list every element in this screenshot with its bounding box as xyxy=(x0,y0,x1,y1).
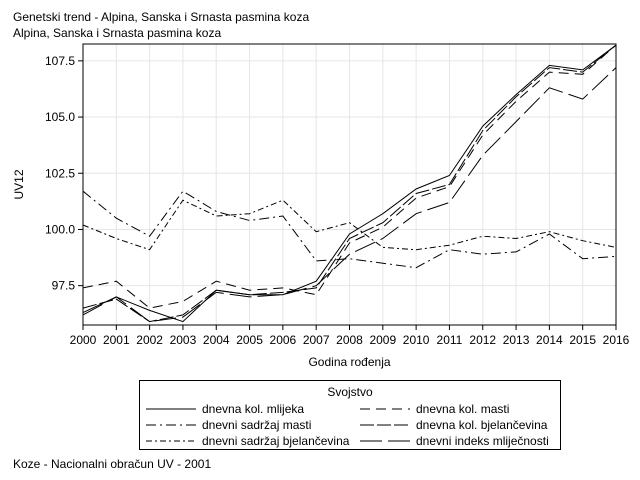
x-tick-label: 2001 xyxy=(103,333,130,347)
legend-label: dnevna kol. masti xyxy=(416,402,510,416)
legend-swatch xyxy=(360,408,410,410)
x-axis-label: Godina rođenja xyxy=(308,355,390,369)
series-line xyxy=(82,44,617,323)
x-tick-label: 2005 xyxy=(236,333,263,347)
series-line xyxy=(82,44,617,323)
legend-label: dnevna kol. bjelančevina xyxy=(416,418,548,432)
x-tick-label: 2009 xyxy=(369,333,396,347)
y-tick-label: 102.5 xyxy=(45,166,75,180)
y-axis-label: UV12 xyxy=(12,169,26,199)
x-tick-label: 2010 xyxy=(403,333,430,347)
legend-swatch xyxy=(360,424,410,426)
y-tick-label: 107.5 xyxy=(45,54,75,68)
legend: Svojstvo dnevna kol. mlijeka dnevna kol. … xyxy=(139,380,561,450)
x-tick-label: 2008 xyxy=(336,333,363,347)
legend-swatch xyxy=(146,408,196,410)
x-tick-label: 2016 xyxy=(603,333,630,347)
x-tick-label: 2002 xyxy=(136,333,163,347)
series-line xyxy=(82,44,617,309)
x-tick-label: 2015 xyxy=(569,333,596,347)
legend-swatch xyxy=(146,440,196,442)
y-tick-label: 105.0 xyxy=(45,110,75,124)
series-line xyxy=(82,199,617,251)
x-tick-label: 2004 xyxy=(203,333,230,347)
legend-label: dnevna kol. mlijeka xyxy=(202,402,305,416)
x-tick-label: 2011 xyxy=(437,333,463,347)
footnote: Koze - Nacionalni obračun UV - 2001 xyxy=(13,457,212,471)
chart-title: Genetski trend - Alpina, Sanska i Srnast… xyxy=(13,10,310,24)
x-tick-label: 2000 xyxy=(70,333,97,347)
legend-swatch xyxy=(146,424,196,426)
y-tick-label: 97.5 xyxy=(52,279,76,293)
x-tick-label: 2006 xyxy=(270,333,297,347)
x-tick-label: 2014 xyxy=(536,333,563,347)
x-tick-label: 2013 xyxy=(503,333,530,347)
legend-swatch xyxy=(360,440,410,442)
legend-label: dnevni indeks mliječnosti xyxy=(416,434,549,448)
x-tick-label: 2012 xyxy=(469,333,496,347)
legend-label: dnevni sadržaj masti xyxy=(202,418,312,432)
legend-label: dnevni sadržaj bjelančevina xyxy=(202,434,350,448)
chart-subtitle: Alpina, Sanska i Srnasta pasmina koza xyxy=(13,26,222,40)
y-tick-label: 100.0 xyxy=(45,222,75,236)
x-tick-label: 2007 xyxy=(303,333,330,347)
line-chart: 2000 2001 2002 2003 2004 2005 2006 2007 2008 2009… xyxy=(12,43,630,369)
legend-title: Svojstvo xyxy=(327,385,373,399)
x-tick-label: 2003 xyxy=(170,333,197,347)
series-line xyxy=(82,67,617,323)
